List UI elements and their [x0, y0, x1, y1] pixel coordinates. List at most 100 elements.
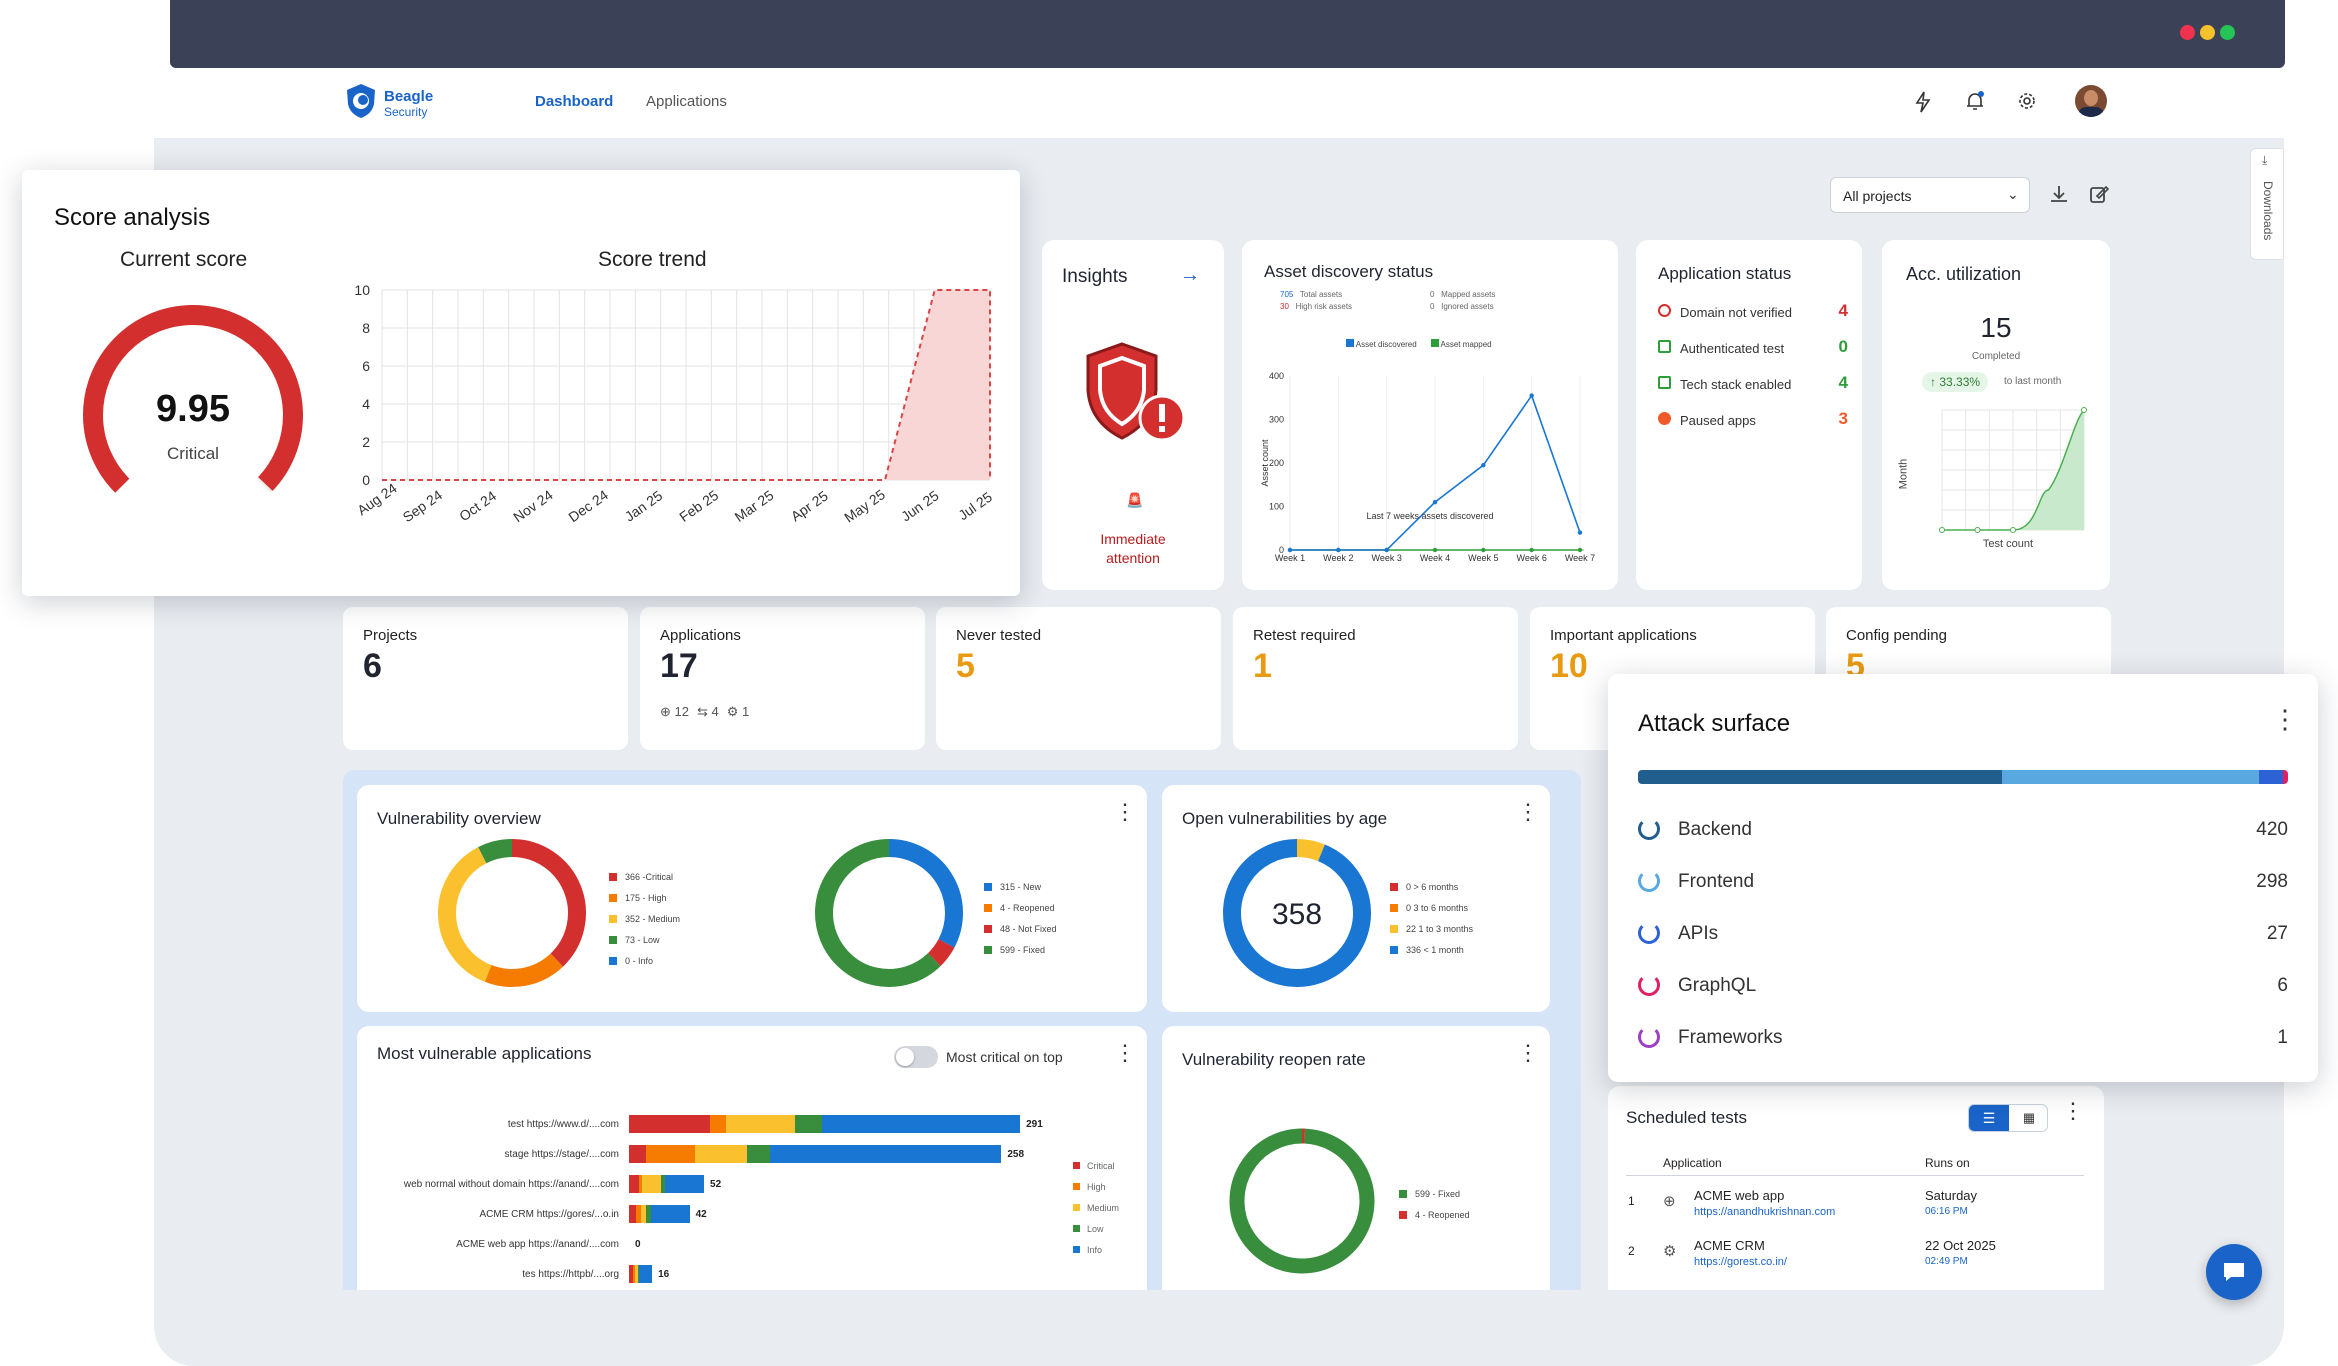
bar-segment: [822, 1115, 1021, 1133]
more-icon[interactable]: ⋮: [1517, 799, 1539, 824]
legend-label: 175 - High: [625, 892, 667, 903]
legend-row: 315 - New: [984, 876, 1057, 897]
y-tick-label: 10: [354, 282, 370, 298]
bar-total-label: 42: [695, 1209, 707, 1220]
ring-icon: [1638, 1026, 1660, 1048]
more-icon[interactable]: ⋮: [1114, 799, 1136, 824]
attack-surface-row: Frontend 298: [1638, 866, 2288, 896]
y-axis-label: Asset count: [1260, 439, 1270, 487]
stat-label: Applications: [660, 627, 741, 644]
utilization-value: 15: [1980, 312, 2012, 343]
logo[interactable]: Beagle Security: [344, 82, 454, 122]
stat-sub-item: ⊕ 12: [660, 704, 689, 720]
stat-sub-value: 12: [674, 704, 689, 719]
stat-sub-value: 4: [711, 704, 719, 719]
bar-segment: [629, 1265, 634, 1283]
bell-icon[interactable]: [1964, 90, 1986, 112]
toggle-label: Most critical on top: [946, 1049, 1063, 1065]
score-analysis-title: Score analysis: [54, 204, 211, 231]
stat-card: Projects 6: [343, 607, 628, 750]
table-row: 2 ⚙ ACME CRM https://gorest.co.in/22 Oct 20…: [1608, 1232, 2104, 1278]
legend-label: 0 > 6 months: [1406, 881, 1459, 892]
edit-icon[interactable]: [2088, 183, 2110, 205]
more-icon[interactable]: ⋮: [1517, 1040, 1539, 1065]
bar-segment: [634, 1265, 638, 1283]
more-icon[interactable]: ⋮: [2062, 1098, 2084, 1123]
globe-icon: ⊕: [1663, 1193, 1676, 1210]
project-select[interactable]: All projects ⌄: [1830, 177, 2030, 213]
bar-segment: [629, 1115, 710, 1133]
app-name-label: ACME web app https://anand/....com: [456, 1239, 619, 1250]
avatar[interactable]: [2075, 85, 2107, 117]
arrow-right-icon[interactable]: →: [1180, 264, 1200, 286]
donut-slice: [888, 839, 963, 948]
download-icon[interactable]: [2048, 183, 2070, 205]
app-url[interactable]: https://gorest.co.in/: [1694, 1256, 1787, 1268]
bar-segment: [747, 1145, 771, 1163]
stat-total-label: Total assets: [1299, 290, 1343, 299]
y-tick-label: 8: [362, 320, 370, 336]
data-point: [1529, 393, 1534, 398]
bar-segment: [637, 1265, 640, 1283]
bar-total-label: 258: [1007, 1149, 1025, 1160]
reopen-donut: [1229, 1128, 1375, 1274]
attack-surface-label: GraphQL: [1678, 975, 1757, 996]
legend-swatch: [1390, 882, 1398, 891]
data-point: [1481, 462, 1486, 468]
age-total: 358: [1271, 898, 1323, 931]
asset-discovery-title: Asset discovery status: [1264, 262, 1434, 281]
attack-surface-label: Frameworks: [1678, 1027, 1783, 1048]
donut-slice: [927, 938, 955, 967]
legend-row: Critical: [1073, 1155, 1119, 1176]
x-tick-label: Week 1: [1275, 553, 1305, 563]
bolt-icon[interactable]: [1914, 91, 1932, 113]
chat-button[interactable]: [2206, 1244, 2262, 1300]
stat-label: Retest required: [1253, 627, 1356, 644]
gear-icon[interactable]: [2017, 91, 2037, 111]
nav-applications[interactable]: Applications: [646, 93, 727, 110]
nav-dashboard[interactable]: Dashboard: [535, 93, 614, 110]
downloads-side-tab[interactable]: ⤓ Downloads: [2250, 148, 2284, 260]
app-status-row: Paused apps 3: [1658, 408, 1848, 432]
maximize-dot[interactable]: [2220, 25, 2235, 40]
reopen-rate-title: Vulnerability reopen rate: [1182, 1050, 1366, 1069]
bar-segment: [629, 1145, 647, 1163]
run-day: Saturday: [1925, 1188, 1978, 1203]
attack-surface-count: 420: [2256, 819, 2288, 840]
app-name: ACME web app: [1694, 1188, 1785, 1203]
severity-legend: Critical High Medium Low Info: [1073, 1155, 1119, 1260]
asset-stats: 705 Total assets 30 High risk assets 0 M…: [1280, 290, 1580, 320]
app-status-row: Domain not verified 4: [1658, 300, 1848, 324]
pause-icon: [1658, 412, 1671, 425]
legend-swatch: [1399, 1210, 1407, 1219]
bar-segment: [794, 1115, 823, 1133]
utilization-change: ↑ 33.33%: [1922, 372, 1989, 392]
stat-highrisk-value: 30: [1280, 302, 1289, 311]
stat-value: 6: [363, 647, 382, 685]
app-url[interactable]: https://anandhukrishnan.com: [1694, 1206, 1836, 1218]
donut-slice: [511, 839, 586, 967]
bar-segment: [646, 1145, 696, 1163]
toggle-switch[interactable]: [894, 1046, 938, 1068]
minimize-dot[interactable]: [2200, 25, 2215, 40]
insights-title: Insights: [1062, 266, 1128, 287]
legend-row: 4 - Reopened: [984, 897, 1057, 918]
most-vulnerable-title: Most vulnerable applications: [377, 1044, 592, 1063]
utilization-change-value: 33.33%: [1939, 375, 1981, 389]
more-icon[interactable]: ⋮: [2272, 704, 2298, 734]
calendar-view-button[interactable]: ▦: [2022, 1110, 2036, 1125]
x-tick-label: Week 7: [1565, 553, 1595, 563]
y-tick-label: 100: [1269, 502, 1284, 512]
list-view-button[interactable]: ☰: [1969, 1105, 2009, 1131]
close-dot[interactable]: [2180, 25, 2195, 40]
app-status-label: Authenticated test: [1680, 341, 1785, 356]
legend-swatch: [1073, 1246, 1080, 1253]
x-tick-label: Week 3: [1371, 553, 1401, 563]
data-point: [1432, 499, 1438, 505]
avatar-shirt: [2078, 107, 2104, 117]
attack-surface-count: 1: [2277, 1027, 2288, 1048]
api-icon: ⇆: [696, 704, 712, 719]
legend-label: 599 - Fixed: [1415, 1188, 1461, 1199]
stat-value: 10: [1550, 647, 1588, 685]
